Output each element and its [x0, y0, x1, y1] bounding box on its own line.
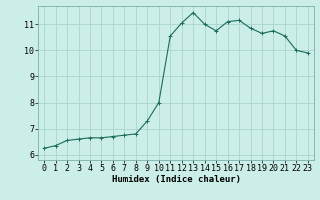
X-axis label: Humidex (Indice chaleur): Humidex (Indice chaleur): [111, 175, 241, 184]
